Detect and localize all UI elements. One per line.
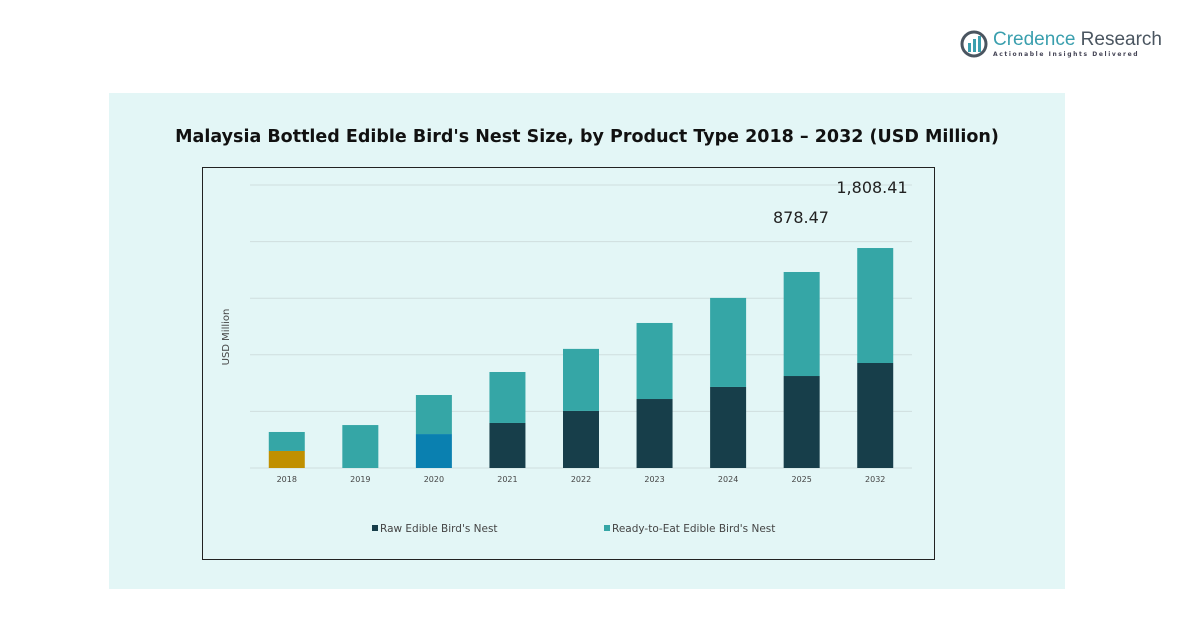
- bar-ready-to-eat-2021: [489, 372, 526, 423]
- chart-title: Malaysia Bottled Edible Bird's Nest Size…: [175, 127, 999, 147]
- bar-ready-to-eat-2023: [636, 322, 673, 400]
- x-tick-label-2022: 2022: [571, 475, 591, 484]
- x-tick-label-2032: 2032: [865, 475, 885, 484]
- bar-raw-2022: [563, 410, 599, 468]
- bar-ready-to-eat-2024: [710, 297, 747, 387]
- bar-raw-2023: [636, 399, 673, 468]
- bar-ready-to-eat-2025: [783, 271, 820, 377]
- bar-raw-2024: [710, 386, 747, 468]
- bar-raw-2021: [489, 422, 526, 468]
- logo-bar-chart-icon: [960, 30, 988, 58]
- logo-name-1: Credence: [993, 29, 1076, 50]
- data-label-2032: 1,808.41: [836, 178, 907, 197]
- bar-ready-to-eat-2032: [857, 248, 894, 364]
- y-axis-label: USD Million: [221, 309, 232, 366]
- bar-ready-to-eat-2019: [342, 425, 379, 468]
- bar-ready-to-eat-2020: [415, 394, 452, 435]
- bar-raw-2025: [783, 376, 820, 468]
- logo-tagline: Actionable Insights Delivered: [993, 51, 1140, 58]
- bar-ready-to-eat-2022: [563, 348, 599, 411]
- chart-panel: [109, 93, 1065, 589]
- x-tick-label-2024: 2024: [718, 475, 738, 484]
- credence-research-logo: Credence Research Actionable Insights De…: [960, 30, 1162, 58]
- legend-swatch-1: [604, 525, 610, 531]
- x-tick-label-2018: 2018: [277, 475, 297, 484]
- x-tick-label-2023: 2023: [644, 475, 664, 484]
- bar-raw-2018: [268, 450, 305, 468]
- legend-swatch-0: [372, 525, 378, 531]
- data-label-2025: 878.47: [773, 208, 829, 227]
- legend-label-1: Ready-to-Eat Edible Bird's Nest: [612, 523, 775, 535]
- x-tick-label-2021: 2021: [497, 475, 517, 484]
- bar-raw-2032: [857, 363, 894, 468]
- x-tick-label-2020: 2020: [424, 475, 444, 484]
- x-tick-label-2025: 2025: [791, 475, 811, 484]
- bar-raw-2020: [415, 434, 452, 468]
- logo-name-2: Research: [1080, 29, 1162, 50]
- bar-ready-to-eat-2018: [268, 431, 305, 451]
- legend-label-0: Raw Edible Bird's Nest: [380, 523, 498, 535]
- x-tick-label-2019: 2019: [350, 475, 370, 484]
- plot-frame: [202, 167, 935, 560]
